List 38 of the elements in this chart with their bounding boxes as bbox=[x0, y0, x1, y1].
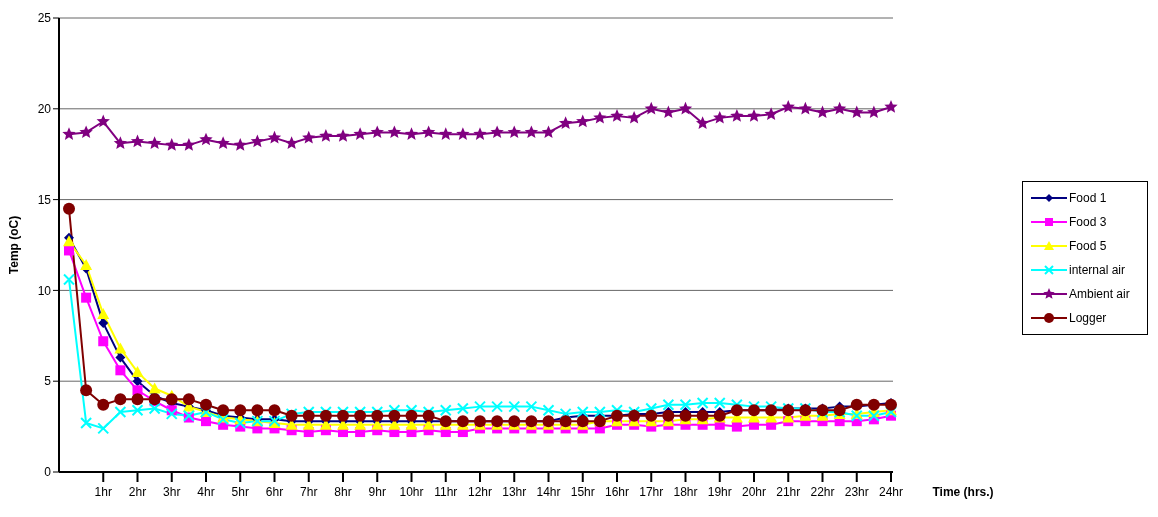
y-tick-label: 15 bbox=[37, 192, 52, 207]
x-tick-label: 1hr bbox=[94, 485, 112, 499]
x-tick-label: 3hr bbox=[163, 485, 181, 499]
x-tick-label: 9hr bbox=[368, 485, 386, 499]
x-tick-label: 15hr bbox=[570, 485, 595, 499]
y-tick-label: 25 bbox=[37, 11, 52, 26]
x-axis-title: Time (hrs.) bbox=[932, 485, 994, 499]
x-tick-label: 11hr bbox=[434, 485, 458, 499]
x-tick-label: 20hr bbox=[741, 485, 767, 499]
x-tick-label: 14hr bbox=[536, 485, 561, 499]
legend-label: Food 3 bbox=[1069, 215, 1107, 229]
x-tick-label: 16hr bbox=[604, 485, 630, 499]
x-tick-label: 7hr bbox=[300, 485, 318, 499]
x-tick-label: 22hr bbox=[810, 485, 835, 499]
legend-label: Food 1 bbox=[1069, 191, 1107, 205]
x-tick-label: 17hr bbox=[639, 485, 664, 499]
y-axis-title: Temp (oC) bbox=[7, 215, 22, 275]
x-tick-label: 10hr bbox=[399, 485, 424, 499]
x-tick-label: 21hr bbox=[776, 485, 801, 499]
y-tick-label: 20 bbox=[37, 102, 52, 117]
x-tick-label: 24hr bbox=[878, 485, 904, 499]
x-tick-label: 13hr bbox=[502, 485, 527, 499]
x-tick-label: 2hr bbox=[128, 485, 147, 499]
legend-label: Logger bbox=[1069, 311, 1107, 325]
legend-label: Ambient air bbox=[1069, 287, 1130, 301]
x-tick-label: 5hr bbox=[231, 485, 249, 499]
y-tick-label: 10 bbox=[37, 283, 52, 298]
x-tick-label: 18hr bbox=[673, 485, 698, 499]
x-tick-label: 4hr bbox=[197, 485, 215, 499]
x-tick-label: 6hr bbox=[265, 485, 284, 499]
x-tick-label: 12hr bbox=[467, 485, 493, 499]
x-tick-label: 19hr bbox=[707, 485, 732, 499]
y-tick-label: 0 bbox=[44, 465, 52, 480]
x-tick-label: 8hr bbox=[334, 485, 352, 499]
y-tick-label: 5 bbox=[44, 374, 52, 389]
legend-label: internal air bbox=[1069, 263, 1126, 277]
legend-label: Food 5 bbox=[1069, 239, 1107, 253]
x-tick-label: 23hr bbox=[844, 485, 869, 499]
